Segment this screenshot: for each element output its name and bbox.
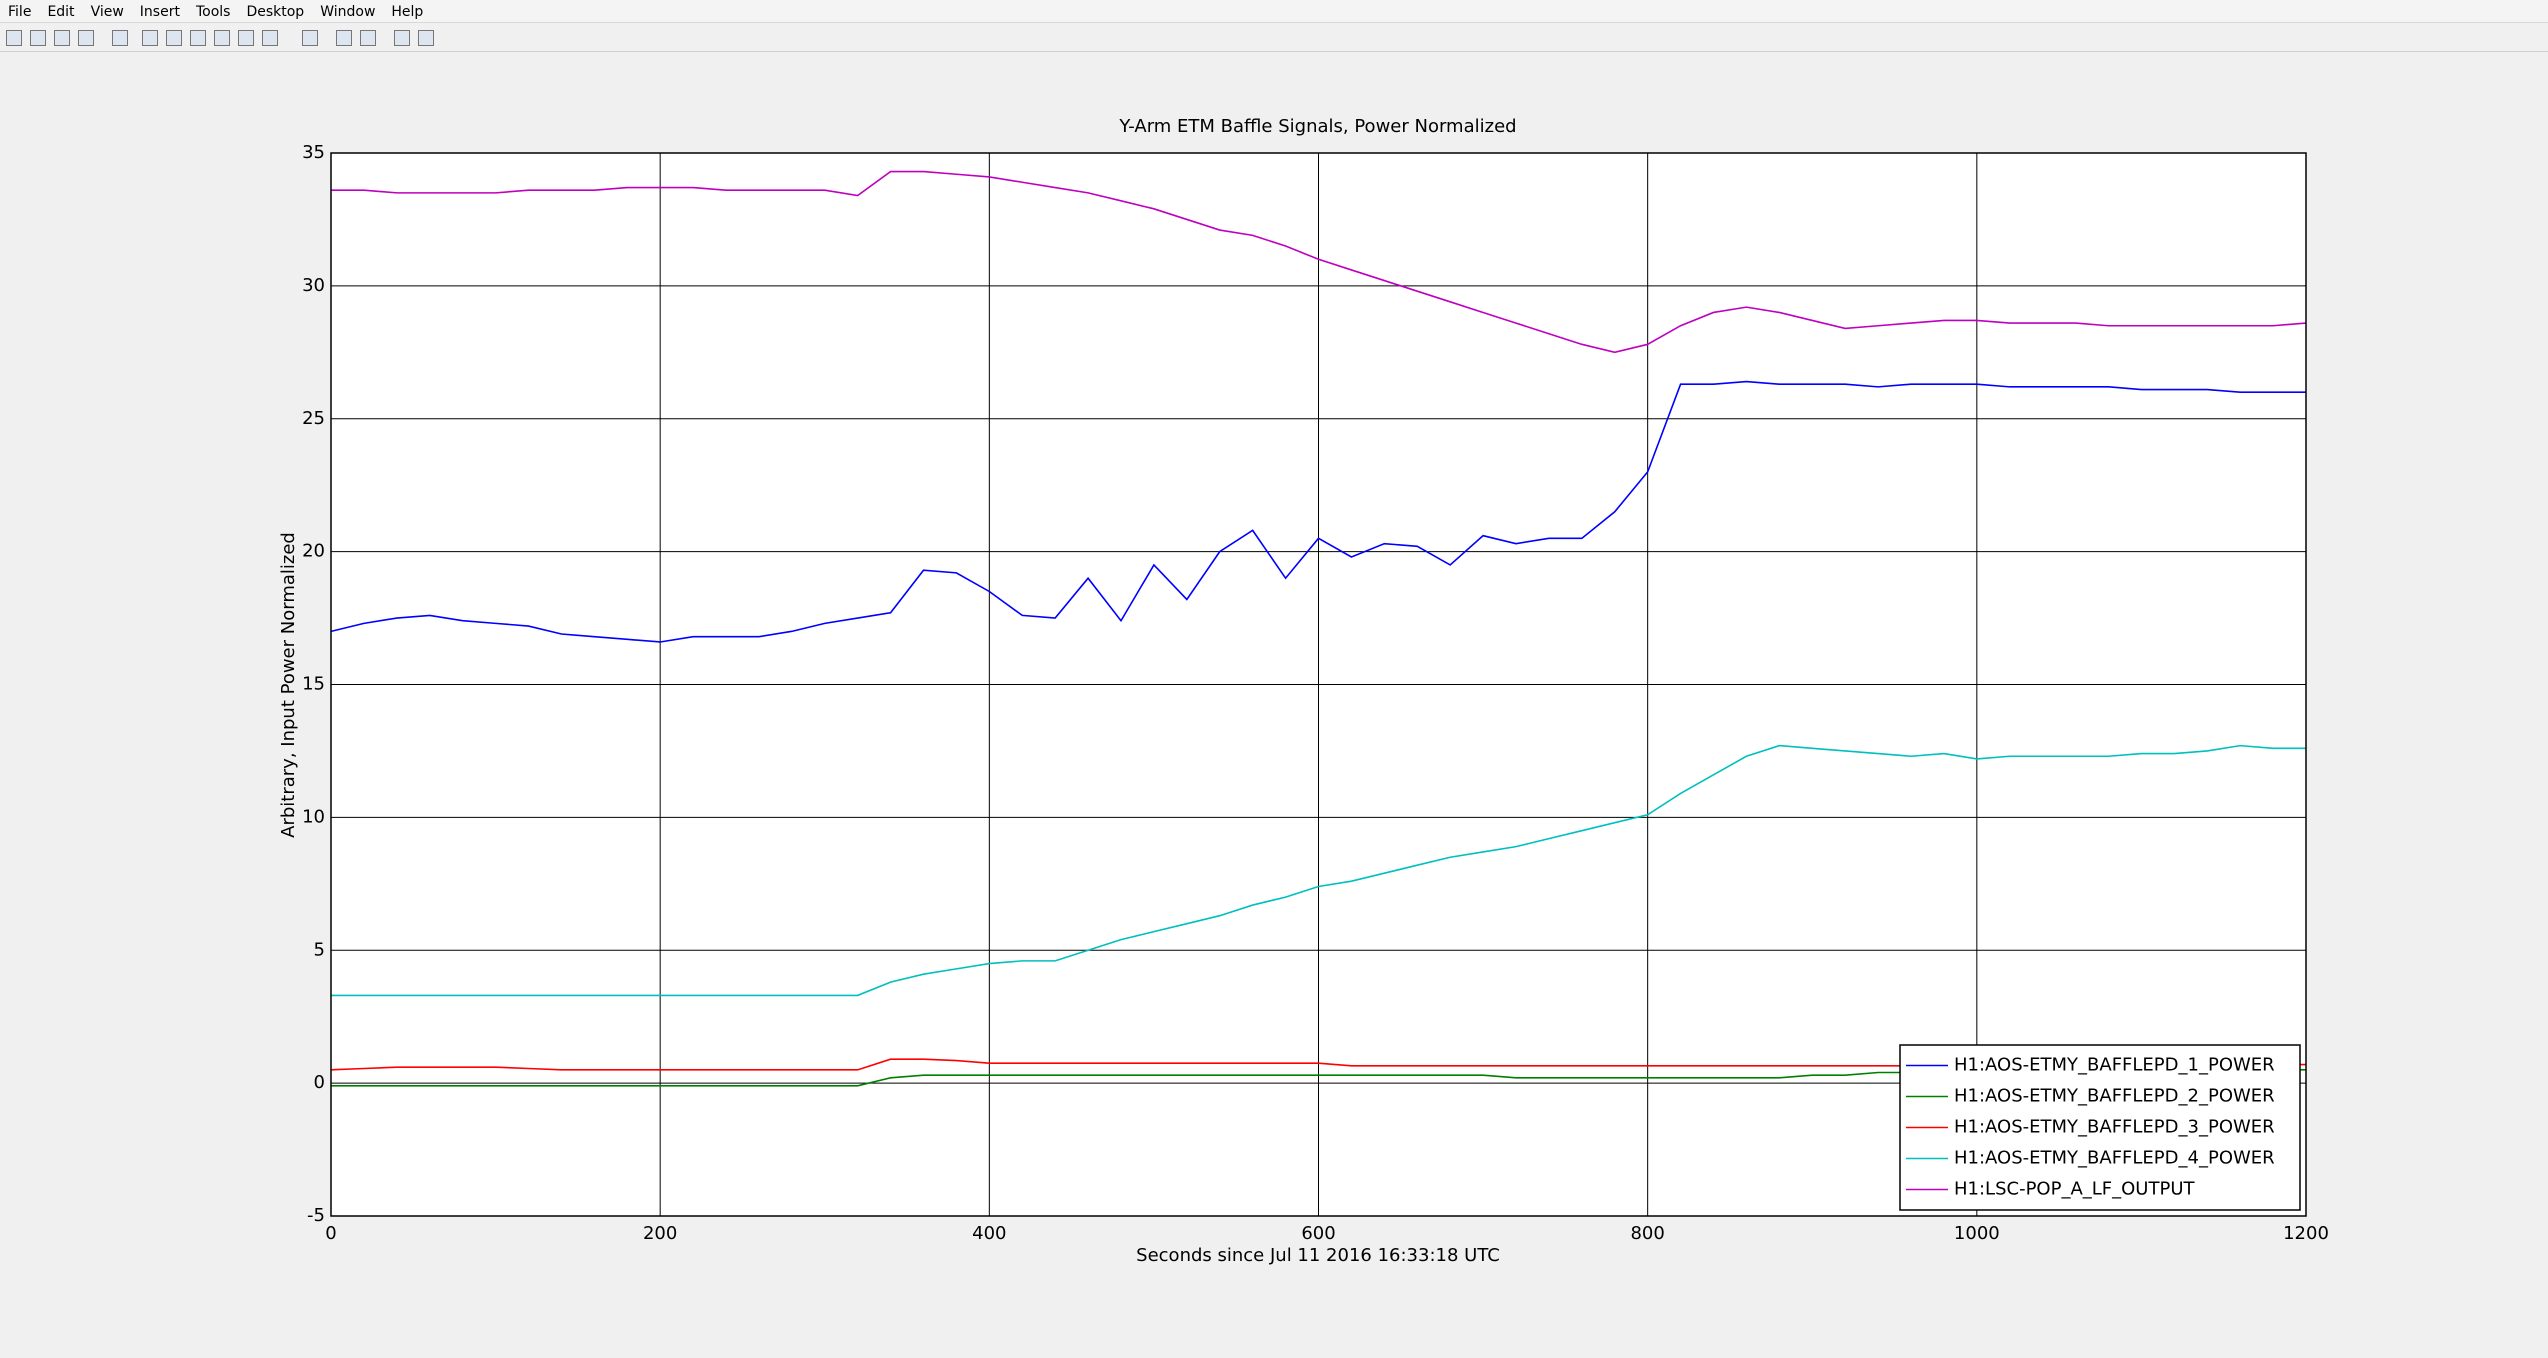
- toolbar: [0, 23, 2548, 52]
- x-tick-label: 600: [1301, 1223, 1335, 1244]
- y-tick-label: 30: [302, 275, 325, 296]
- x-tick-label: 400: [972, 1223, 1006, 1244]
- y-tick-label: 15: [302, 674, 325, 695]
- tool-icon[interactable]: [418, 30, 434, 46]
- tool-icon[interactable]: [112, 30, 128, 46]
- tool-icon[interactable]: [394, 30, 410, 46]
- x-tick-label: 0: [325, 1223, 336, 1244]
- menu-item[interactable]: Tools: [195, 4, 231, 20]
- x-tick-label: 200: [643, 1223, 677, 1244]
- legend-entry: H1:AOS-ETMY_BAFFLEPD_4_POWER: [1954, 1148, 2275, 1169]
- tool-icon[interactable]: [30, 30, 46, 46]
- y-tick-label: 0: [314, 1072, 325, 1093]
- tool-icon[interactable]: [54, 30, 70, 46]
- x-tick-label: 1000: [1954, 1223, 2000, 1244]
- axes-box: [330, 152, 2307, 1217]
- tool-icon[interactable]: [360, 30, 376, 46]
- tool-icon[interactable]: [214, 30, 230, 46]
- series-line: [330, 380, 2306, 643]
- menu-item[interactable]: Desktop: [246, 4, 305, 20]
- tool-icon[interactable]: [190, 30, 206, 46]
- y-tick-label: 5: [314, 939, 325, 960]
- series-line: [331, 744, 2306, 997]
- legend-entry: H1:AOS-ETMY_BAFFLEPD_3_POWER: [1954, 1117, 2275, 1138]
- menu-bar: File Edit View Insert Tools Desktop Window Help: [0, 0, 2548, 23]
- series-line: [331, 170, 2307, 354]
- x-tick-label: 1200: [2283, 1223, 2329, 1244]
- tool-icon[interactable]: [302, 30, 318, 46]
- tool-icon[interactable]: [78, 30, 94, 46]
- menu-item[interactable]: File: [8, 4, 32, 20]
- y-tick-label: -5: [307, 1205, 325, 1226]
- tool-icon[interactable]: [166, 30, 182, 46]
- x-tick-label: 800: [1630, 1223, 1664, 1244]
- legend-entry: H1:AOS-ETMY_BAFFLEPD_1_POWER: [1954, 1055, 2275, 1076]
- tool-icon[interactable]: [6, 30, 22, 46]
- legend-entry: H1:AOS-ETMY_BAFFLEPD_2_POWER: [1954, 1086, 2275, 1107]
- menu-item[interactable]: Window: [320, 4, 376, 20]
- menu-item[interactable]: Edit: [47, 4, 75, 20]
- legend-entry: H1:LSC-POP_A_LF_OUTPUT: [1954, 1179, 2196, 1200]
- tool-icon[interactable]: [238, 30, 254, 46]
- tool-icon[interactable]: [262, 30, 278, 46]
- menu-item[interactable]: Insert: [139, 4, 180, 20]
- menu-item[interactable]: View: [90, 4, 124, 20]
- x-axis-label: Seconds since Jul 11 2016 16:33:18 UTC: [1136, 1245, 1500, 1266]
- y-tick-label: 20: [302, 541, 325, 562]
- y-tick-label: 25: [302, 408, 325, 429]
- y-tick-label: 35: [302, 142, 325, 163]
- y-axis-label: Arbitrary, Input Power Normalized: [278, 532, 299, 838]
- y-tick-label: 10: [302, 806, 325, 827]
- legend-box: [1899, 1044, 2301, 1211]
- chart-title: Y-Arm ETM Baffle Signals, Power Normaliz…: [1118, 116, 1516, 137]
- tool-icon[interactable]: [336, 30, 352, 46]
- tool-icon[interactable]: [142, 30, 158, 46]
- menu-item[interactable]: Help: [391, 4, 424, 20]
- legend: H1:AOS-ETMY_BAFFLEPD_1_POWER H1:AOS-ETMY_…: [1899, 1044, 2301, 1211]
